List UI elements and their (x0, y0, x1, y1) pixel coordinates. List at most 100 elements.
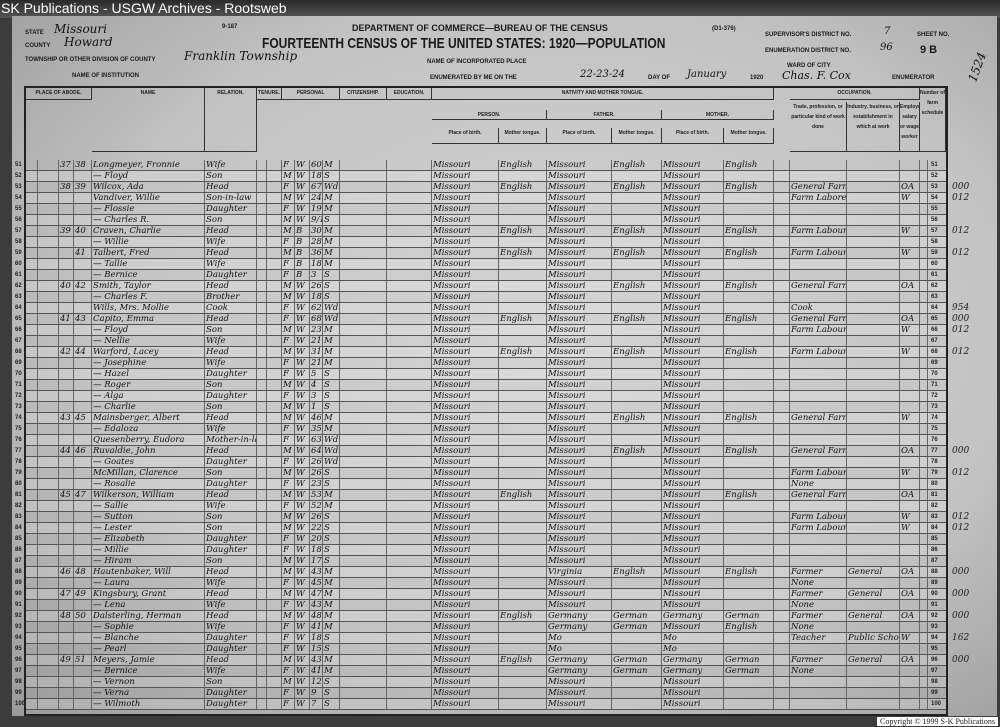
cell-sex: F (282, 435, 295, 445)
line-number: 66 (931, 327, 938, 333)
cell-sex: F (282, 303, 295, 313)
cell-age: 31 (311, 347, 323, 357)
cell-birthplace: Missouri (432, 193, 499, 203)
cell-birthplace: Missouri (432, 182, 499, 192)
cell-sex: F (282, 314, 295, 324)
cell-mortgage (267, 545, 282, 555)
cell-farm-schedule (920, 336, 928, 346)
cell-birthplace: Missouri (432, 413, 499, 423)
cell-citizenship (340, 589, 387, 599)
cell-farm-schedule (920, 182, 928, 192)
cell-father-birthplace: Missouri (547, 589, 612, 599)
cell-education (387, 611, 432, 621)
cell-employer-class: OA (900, 182, 920, 192)
cell-dwelling-number: 37 (59, 160, 74, 170)
cell-mother-tongue (499, 413, 547, 423)
cell-industry (847, 413, 900, 423)
cell-street (26, 611, 38, 621)
cell-relation: Daughter (205, 545, 257, 555)
cell-home-owned (257, 589, 267, 599)
cell-farm-schedule (920, 578, 928, 588)
cell-birthplace: Missouri (432, 369, 499, 379)
cell-mortgage (267, 490, 282, 500)
cell-mother-tongue: English (499, 182, 547, 192)
line-number-left: 87 (15, 558, 22, 564)
cell-age: 23 (311, 479, 323, 489)
cell-father-tongue (612, 193, 662, 203)
cell-family-number (74, 391, 92, 401)
cell-mother-tongue-mother (724, 688, 774, 698)
cell-sex: M (282, 292, 295, 302)
cell-name: — Bernice (92, 666, 205, 676)
cell-employer-class (900, 369, 920, 379)
cell-citizenship (340, 292, 387, 302)
cell-mother-tongue-mother (724, 270, 774, 280)
cell-marital-status: M (323, 226, 340, 236)
cell-father-tongue: English (612, 347, 662, 357)
header-tenure: TENURE. (257, 88, 282, 100)
cell-father-birthplace: Missouri (547, 270, 612, 280)
cell-race: B (295, 270, 310, 280)
cell-home-owned (257, 490, 267, 500)
cell-race: W (295, 666, 310, 676)
cell-occupation: Cook (790, 303, 847, 313)
cell-marital-status: Wd (324, 435, 340, 445)
line-number: 83 (931, 514, 938, 520)
cell-home-owned (257, 523, 267, 533)
cell-mother-birthplace: Missouri (662, 490, 724, 500)
line-number: 65 (931, 316, 938, 322)
cell-industry (847, 270, 900, 280)
cell-marital-status: M (323, 325, 340, 335)
cell-street (26, 237, 38, 247)
cell-citizenship (340, 633, 387, 643)
header-personal: PERSONAL DESCRIPTION. (282, 88, 340, 100)
cell-street (26, 534, 38, 544)
line-number-left: 63 (15, 294, 22, 300)
cell-mother-tongue-mother: English (724, 226, 774, 236)
cell-mother-birthplace: Missouri (662, 325, 724, 335)
table-row: — Charles F. Brother M W 18 S Missouri Missouri… (15, 292, 946, 303)
cell-education (387, 314, 432, 324)
cell-family-number (74, 237, 92, 247)
cell-dwelling-number (59, 666, 74, 676)
cell-mortgage (267, 402, 282, 412)
cell-race: W (295, 391, 310, 401)
cell-sex: F (282, 666, 295, 676)
cell-birthplace: Missouri (432, 633, 499, 643)
cell-father-birthplace: Missouri (547, 688, 612, 698)
cell-occupation (790, 204, 847, 214)
cell-street (26, 193, 38, 203)
cell-citizenship (340, 578, 387, 588)
cell-birthplace: Missouri (432, 204, 499, 214)
cell-english (774, 468, 790, 478)
line-number-left: 92 (15, 613, 22, 619)
cell-birthplace: Missouri (432, 160, 499, 170)
cell-mother-tongue (499, 215, 547, 225)
cell-birthplace: Missouri (432, 534, 499, 544)
line-number-left: 51 (15, 162, 22, 168)
cell-father-birthplace: Missouri (547, 545, 612, 555)
cell-mortgage (267, 435, 282, 445)
cell-dwelling-number (59, 578, 74, 588)
cell-mother-tongue-mother (724, 589, 774, 599)
cell-house-number (38, 468, 59, 478)
cell-education (387, 193, 432, 203)
cell-occupation: Farm Labour (791, 226, 847, 236)
header-citizenship: CITIZENSHIP. (340, 88, 387, 100)
header-nativity: NATIVITY AND MOTHER TONGUE. (432, 88, 774, 100)
cell-relation: Head (205, 248, 257, 258)
cell-race: W (295, 446, 310, 456)
cell-home-owned (257, 424, 267, 434)
line-number-left: 76 (15, 437, 22, 443)
cell-employer-class (900, 600, 920, 610)
cell-employer-class (900, 270, 920, 280)
cell-father-birthplace: Missouri (547, 248, 612, 258)
cell-mother-tongue (499, 523, 547, 533)
line-number-left: 54 (15, 195, 22, 201)
cell-relation: Brother (205, 292, 257, 302)
cell-family-number (74, 457, 92, 467)
table-row: 42 44 Warford, Lacey Head M W 31 M Missouri Engli… (15, 347, 969, 358)
cell-mother-tongue-mother (724, 369, 774, 379)
cell-marital-status: M (323, 655, 340, 665)
cell-father-birthplace: Missouri (547, 215, 612, 225)
